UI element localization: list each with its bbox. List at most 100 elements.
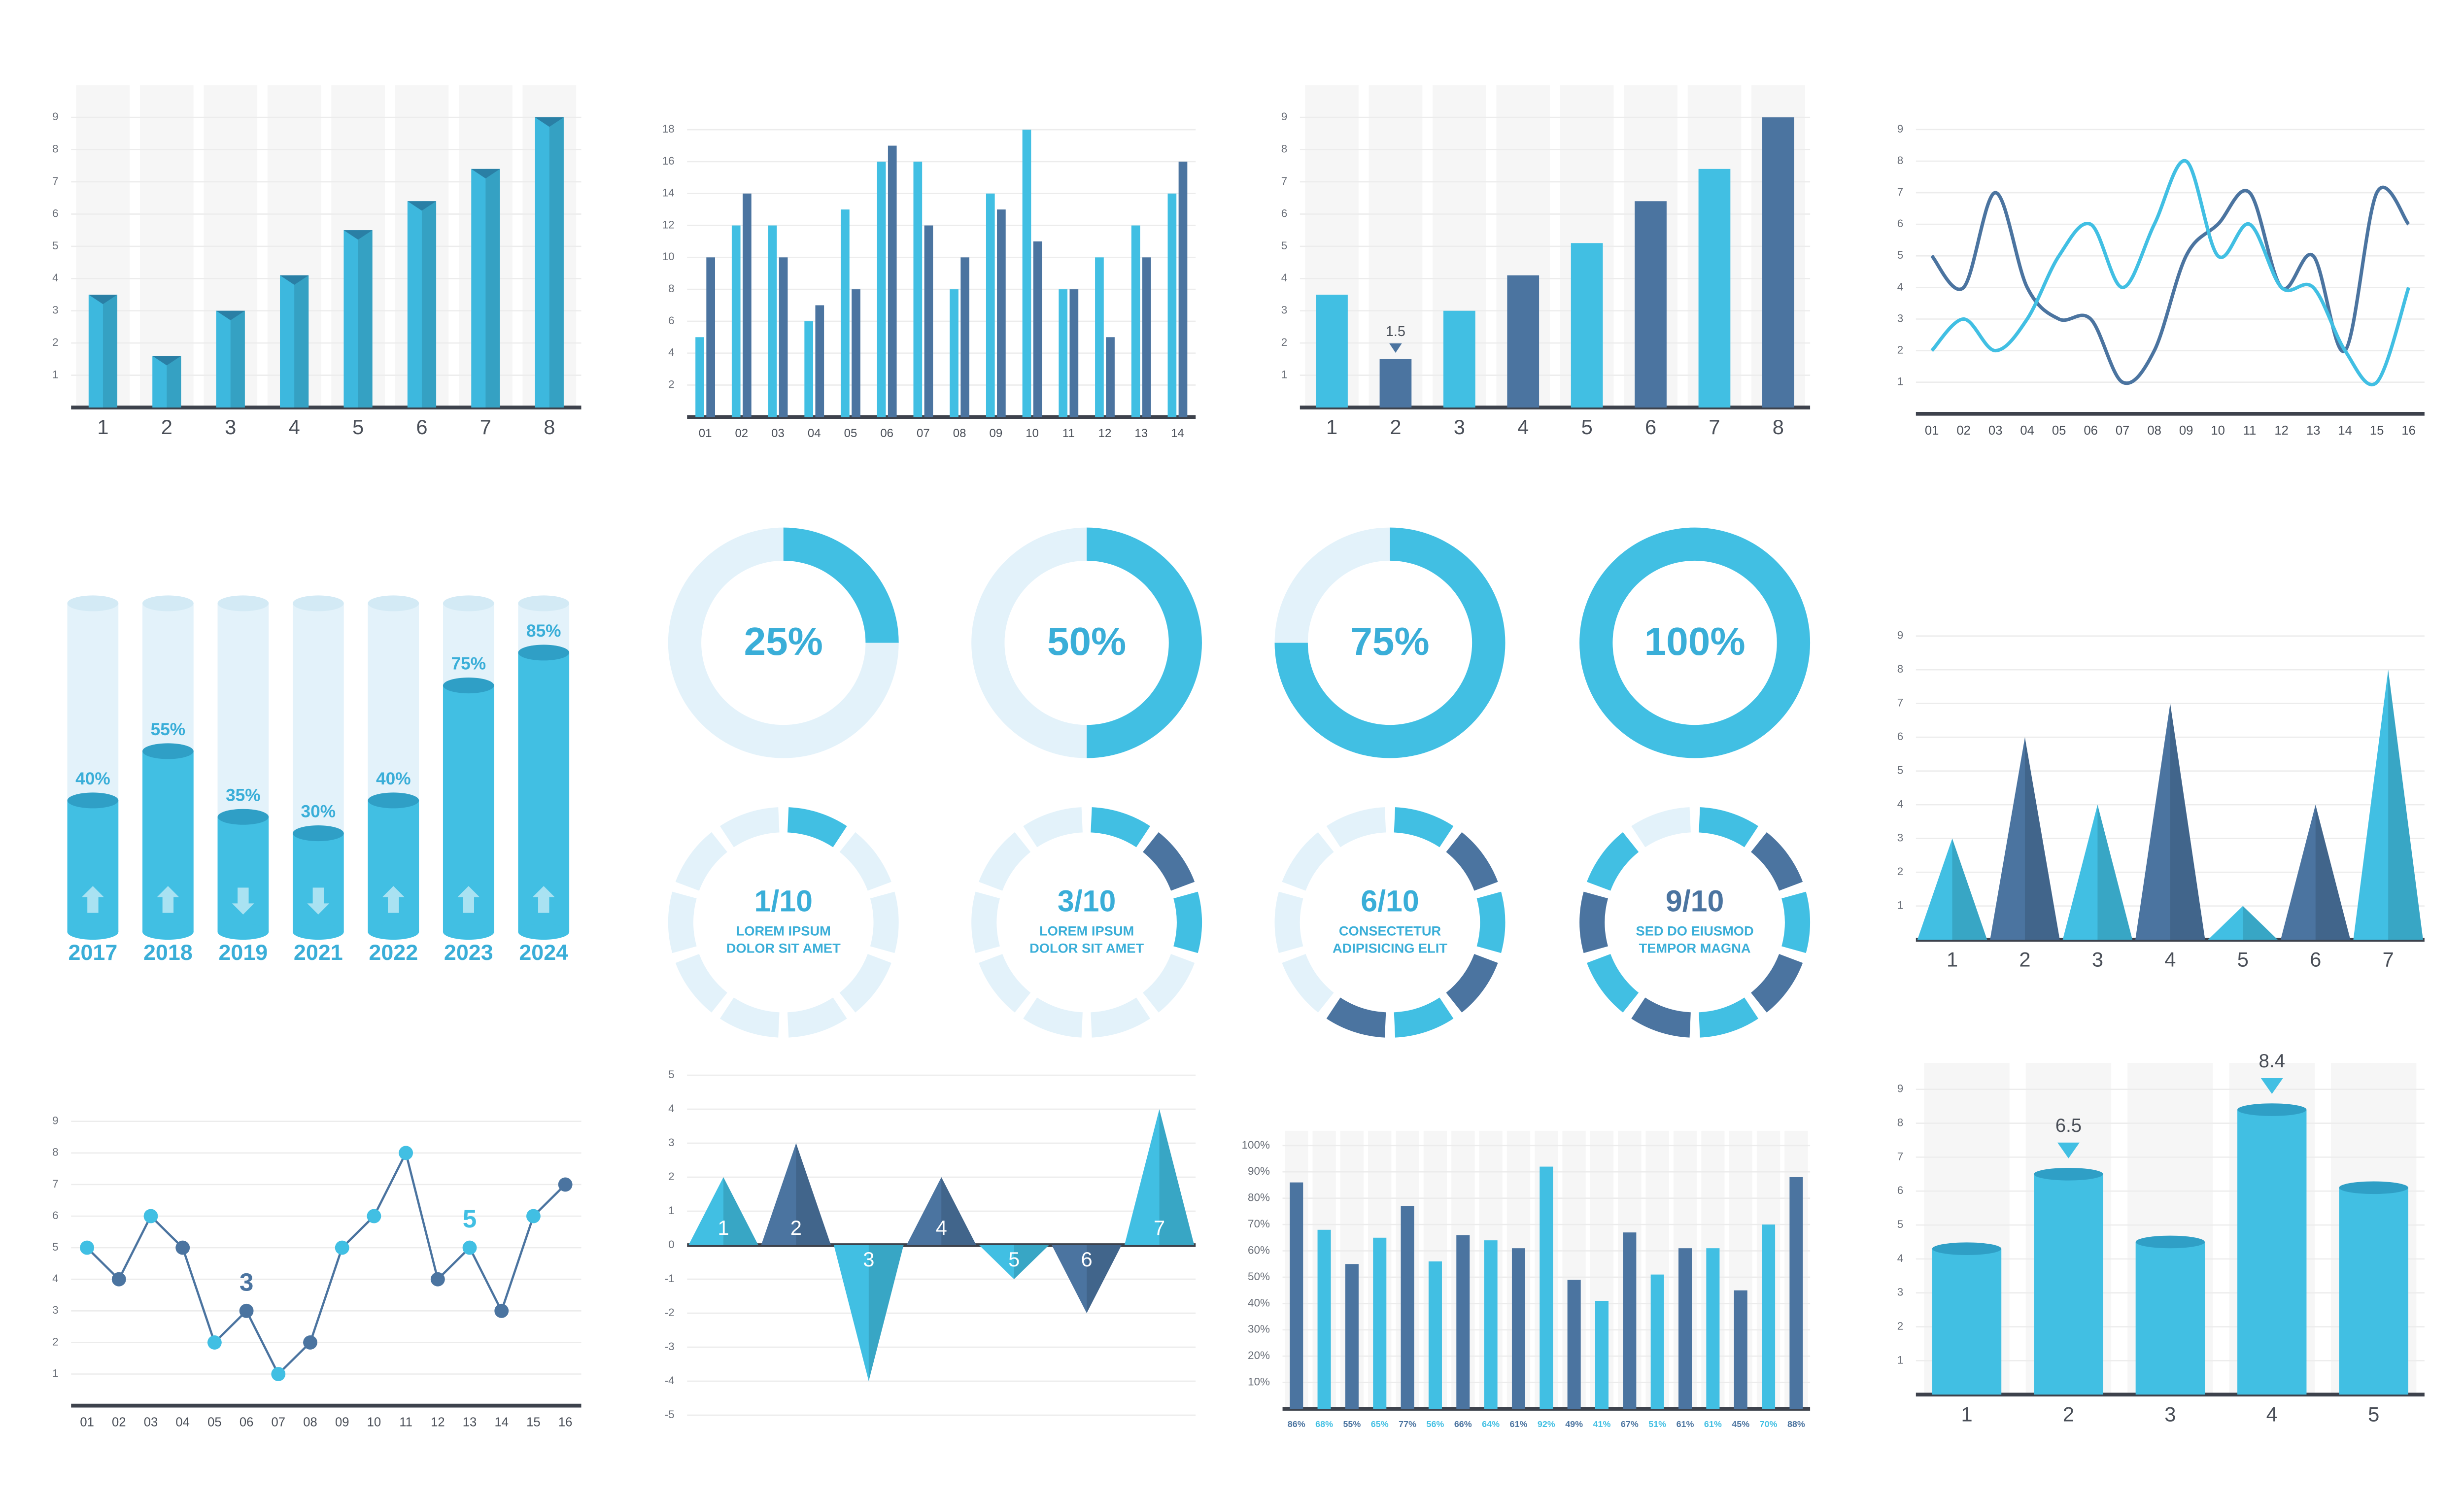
cylinder-bottom [142, 924, 194, 940]
y-tick-label: 8 [1281, 143, 1287, 155]
cylinder [1932, 1249, 2002, 1395]
ring-segment [1173, 891, 1202, 953]
x-tick-label: 2018 [143, 940, 193, 965]
marker [239, 1303, 254, 1318]
bar [888, 145, 897, 417]
cylinder-top [518, 645, 570, 661]
x-tick-label: 1 [1326, 415, 1337, 439]
marker [367, 1209, 381, 1224]
bar-side [103, 294, 118, 408]
ring-text: DOLOR SIT AMET [1029, 941, 1144, 956]
ring-segment-empty [1631, 807, 1691, 848]
y-tick-label: 20% [1248, 1349, 1270, 1361]
x-tick-label: 03 [1988, 424, 2003, 438]
value-label: 92% [1538, 1419, 1555, 1429]
x-tick-label: 2019 [218, 940, 268, 965]
bar [1623, 1232, 1637, 1409]
x-tick-label: 2021 [294, 940, 343, 965]
bar-side [358, 230, 373, 408]
x-tick-label: 5 [2368, 1402, 2379, 1426]
cylinder-track-top [368, 595, 419, 612]
bar [1650, 1274, 1664, 1409]
y-tick-label: 1 [1897, 375, 1903, 388]
bar [1428, 1261, 1442, 1409]
y-tick-label: 6 [1897, 217, 1903, 230]
cylinder-top [368, 792, 419, 809]
ring-segment-empty [1282, 832, 1334, 891]
x-tick-label: 13 [463, 1416, 477, 1429]
bar [1059, 289, 1068, 417]
bar [1484, 1240, 1498, 1409]
y-tick-label: 1 [1897, 899, 1903, 912]
y-tick-label: 12 [662, 218, 675, 231]
marker [143, 1209, 158, 1224]
x-tick-label: 15 [2370, 424, 2384, 438]
ring-segment [1751, 832, 1803, 891]
cylinder-top [2135, 1235, 2205, 1249]
pyramid-shade [2388, 670, 2423, 940]
ring-segment-empty [787, 997, 847, 1038]
ring-segment-empty [979, 954, 1031, 1013]
cylinder [2237, 1110, 2307, 1395]
y-tick-label: 2 [1897, 344, 1903, 356]
value-label: 66% [1454, 1419, 1472, 1429]
ring-segment-empty [1143, 954, 1195, 1013]
y-tick-label: 5 [52, 1241, 58, 1253]
value-label: 51% [1648, 1419, 1666, 1429]
bar [877, 161, 886, 417]
y-tick-label: -4 [665, 1374, 675, 1387]
y-tick-label: 8 [1897, 1116, 1903, 1128]
x-tick-label: 04 [175, 1416, 190, 1429]
donut-label: 100% [1644, 619, 1745, 663]
x-tick-label: 4 [1517, 415, 1529, 439]
y-tick-label: 7 [1897, 697, 1903, 709]
y-tick-label: 1 [52, 368, 58, 380]
y-tick-label: 2 [668, 378, 674, 390]
marker [111, 1272, 126, 1287]
pyramid [906, 1177, 977, 1245]
cylinder-bottom [368, 924, 419, 940]
value-label: 35% [226, 785, 261, 805]
x-tick-label: 14 [2338, 424, 2352, 438]
x-tick-label: 06 [2084, 424, 2098, 438]
bar [804, 321, 814, 417]
value-label: 45% [1732, 1419, 1749, 1429]
x-tick-label: 16 [2401, 424, 2416, 438]
ring-segment [1781, 891, 1811, 953]
ring-label: 6/10 [1361, 884, 1419, 918]
pyramid [979, 1245, 1049, 1279]
bar [841, 209, 850, 417]
ring-segment-empty [719, 807, 780, 848]
y-tick-label: 3 [1897, 312, 1903, 324]
y-tick-label: 4 [1897, 798, 1903, 810]
bar [1373, 1237, 1387, 1409]
ring-segment-empty [675, 954, 727, 1013]
bar [1571, 243, 1603, 408]
bar [1698, 169, 1731, 408]
ring-segment [1143, 832, 1195, 891]
x-tick-label: 10 [1026, 427, 1039, 440]
ring-segment [1587, 832, 1639, 891]
x-tick-label: 12 [2274, 424, 2289, 438]
pyramid [2135, 703, 2205, 940]
x-tick-label: 15 [526, 1416, 541, 1429]
cylinder-top [217, 809, 269, 825]
x-tick-label: 2 [161, 415, 172, 439]
value-label: 49% [1565, 1419, 1583, 1429]
trend-arrow [232, 887, 254, 915]
value-label: 41% [1593, 1419, 1611, 1429]
y-tick-label: 2 [1281, 336, 1287, 348]
value-label: 56% [1426, 1419, 1444, 1429]
y-tick-label: 4 [52, 1272, 58, 1285]
y-tick-label: 3 [1281, 304, 1287, 316]
bar [1178, 161, 1188, 417]
bar-top [280, 275, 309, 285]
bar [1595, 1301, 1609, 1409]
y-tick-label: 2 [1897, 865, 1903, 878]
x-tick-label: 7 [1709, 415, 1720, 439]
ring-text: CONSECTETUR [1339, 923, 1441, 938]
ring-segment [1751, 954, 1803, 1013]
line [86, 1150, 566, 1376]
bar-side [294, 275, 309, 408]
y-tick-label: 6 [1897, 730, 1903, 743]
